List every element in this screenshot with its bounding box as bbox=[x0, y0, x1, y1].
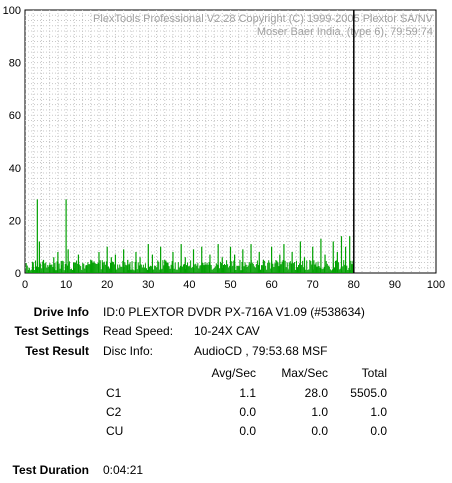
y-tick-label: 40 bbox=[9, 163, 21, 175]
row-c2-total: 1.0 bbox=[370, 405, 387, 419]
row-c2-name: C2 bbox=[106, 405, 122, 419]
col-max-header: Max/Sec bbox=[281, 366, 328, 380]
y-tick-label: 60 bbox=[9, 110, 21, 122]
y-tick-label: 100 bbox=[3, 5, 21, 17]
y-tick-label: 20 bbox=[9, 215, 21, 227]
drive-info-label: Drive Info bbox=[33, 305, 89, 319]
x-tick-label: 0 bbox=[22, 279, 28, 291]
y-axis-ticks: 0 20 40 60 80 100 bbox=[3, 5, 21, 280]
watermark-line2: Moser Baer India, (type 6), 79:59:74 bbox=[257, 26, 433, 38]
row-cu-name: CU bbox=[106, 424, 124, 438]
y-tick-label: 80 bbox=[9, 58, 21, 70]
x-axis-ticks: 0 10 20 30 40 50 60 70 80 90 100 bbox=[22, 279, 445, 291]
col-total-header: Total bbox=[361, 366, 387, 380]
disc-info-label: Disc Info: bbox=[103, 344, 154, 358]
col-avg-header: Avg/Sec bbox=[211, 366, 256, 380]
row-cu-avg: 0.0 bbox=[239, 424, 256, 438]
x-tick-label: 90 bbox=[389, 279, 401, 291]
test-result-label: Test Result bbox=[25, 344, 89, 358]
test-duration-label: Test Duration bbox=[12, 463, 89, 477]
grid-lines bbox=[25, 10, 436, 273]
read-speed-value: 10-24X CAV bbox=[194, 324, 260, 338]
row-c1-total: 5505.0 bbox=[350, 386, 387, 400]
row-cu-max: 0.0 bbox=[311, 424, 328, 438]
x-tick-label: 60 bbox=[265, 279, 277, 291]
row-c2-max: 1.0 bbox=[311, 405, 328, 419]
c1c2-error-chart: PlexTools Professional V2.28 Copyright (… bbox=[3, 5, 446, 291]
drive-info-value: ID:0 PLEXTOR DVDR PX-716A V1.09 (#538634… bbox=[103, 305, 365, 319]
y-tick-label: 0 bbox=[15, 268, 21, 280]
x-tick-label: 80 bbox=[348, 279, 360, 291]
disc-info-value: AudioCD , 79:53.68 MSF bbox=[194, 344, 328, 358]
c1-bars bbox=[25, 199, 354, 273]
test-duration-value: 0:04:21 bbox=[103, 463, 144, 477]
x-tick-label: 40 bbox=[183, 279, 195, 291]
x-tick-label: 70 bbox=[307, 279, 319, 291]
row-c1-name: C1 bbox=[106, 386, 122, 400]
x-tick-label: 50 bbox=[224, 279, 236, 291]
row-c1-max: 28.0 bbox=[304, 386, 328, 400]
row-c1-avg: 1.1 bbox=[239, 386, 256, 400]
x-tick-label: 100 bbox=[427, 279, 445, 291]
read-speed-label: Read Speed: bbox=[103, 324, 174, 338]
row-c2-avg: 0.0 bbox=[239, 405, 256, 419]
x-tick-label: 10 bbox=[60, 279, 72, 291]
x-tick-label: 20 bbox=[101, 279, 113, 291]
row-cu-total: 0.0 bbox=[370, 424, 387, 438]
test-settings-label: Test Settings bbox=[14, 324, 89, 338]
watermark-line1: PlexTools Professional V2.28 Copyright (… bbox=[93, 13, 434, 25]
x-tick-label: 30 bbox=[142, 279, 154, 291]
